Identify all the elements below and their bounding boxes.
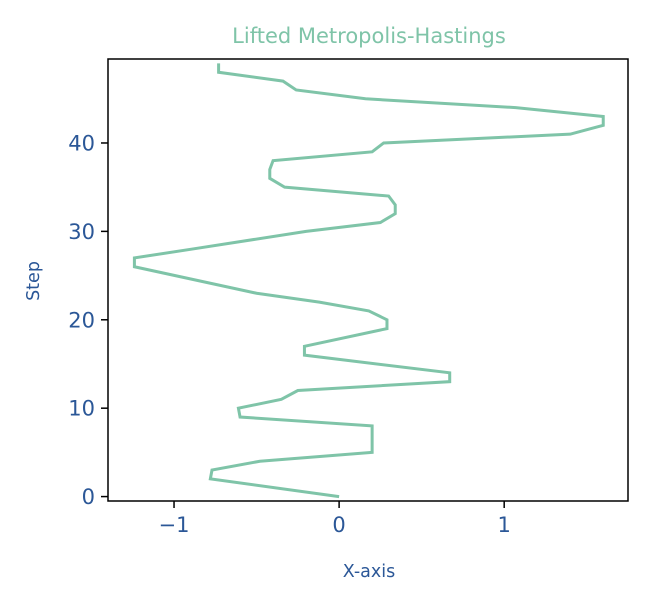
- x-tick-label: 1: [498, 513, 511, 537]
- x-axis-label: X-axis: [343, 562, 396, 582]
- plot-frame: [107, 58, 629, 502]
- chart-title: Lifted Metropolis-Hastings: [232, 24, 506, 48]
- y-tick-label: 40: [68, 131, 95, 155]
- x-tick-label: 0: [332, 513, 345, 537]
- y-tick-label: 10: [68, 397, 95, 421]
- y-tick-label: 0: [82, 485, 95, 509]
- y-axis-label: Step: [24, 261, 44, 301]
- series-line-0: [132, 63, 605, 499]
- y-tick-label: 30: [68, 220, 95, 244]
- y-tick-label: 20: [68, 308, 95, 332]
- x-tick-label: −1: [159, 513, 190, 537]
